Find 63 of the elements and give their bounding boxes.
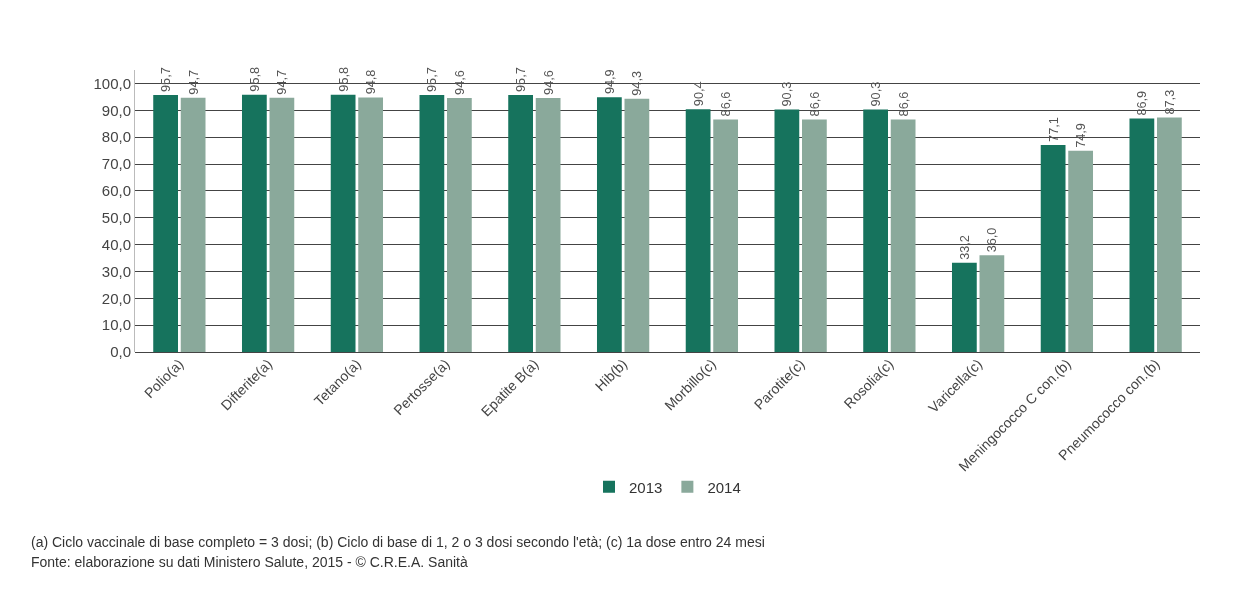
- bar: [419, 94, 445, 352]
- data-label: 94,6: [540, 70, 556, 95]
- bar: [624, 98, 650, 352]
- data-label: 77,1: [1045, 117, 1061, 142]
- bar: [685, 109, 711, 352]
- bar: [535, 97, 561, 352]
- y-tick-label: 50,0: [101, 208, 131, 226]
- data-label: 95,8: [246, 66, 262, 92]
- bar: [269, 97, 295, 352]
- data-label: 36,0: [984, 227, 1000, 253]
- bar: [802, 119, 827, 352]
- y-tick-label: 90,0: [101, 101, 131, 119]
- y-tick-label: 10,0: [101, 316, 131, 334]
- bar: [358, 97, 384, 352]
- y-tick-label: 40,0: [101, 235, 131, 253]
- y-tick-label: 60,0: [101, 182, 131, 200]
- data-label: 94,7: [185, 69, 201, 95]
- bar: [951, 262, 977, 352]
- bar: [713, 119, 739, 352]
- bar: [1040, 144, 1066, 352]
- y-tick-label: 20,0: [101, 289, 131, 307]
- data-label: 95,7: [424, 67, 440, 92]
- text: (a) Ciclo vaccinale di base completo = 3 dosi; (b) Ciclo di base di 1, 2 o 3 dosi secondo l'età; (c) 1a dose entro 24 mesi: [31, 534, 765, 550]
- data-label: 86,6: [718, 91, 734, 117]
- bar: [863, 109, 888, 352]
- bar: [596, 97, 622, 352]
- y-tick-label: 80,0: [101, 128, 131, 146]
- data-label: 95,8: [335, 66, 351, 92]
- source-note: Fonte: elaborazione su dati Ministero Salute, 2015 - © C.R.E.A. Sanità: [31, 554, 468, 570]
- bar: [890, 119, 916, 352]
- data-label: 94,7: [274, 69, 290, 95]
- data-label: 86,9: [1134, 90, 1150, 116]
- data-label: 94,8: [363, 69, 379, 95]
- data-label: 86,6: [806, 91, 822, 117]
- bar: [1157, 117, 1182, 352]
- data-label: 90,3: [779, 81, 795, 107]
- data-label: 94,9: [601, 69, 617, 95]
- data-label: 90,4: [690, 81, 706, 107]
- bar: [979, 255, 1005, 352]
- y-tick-label: 30,0: [101, 262, 131, 280]
- data-label: 87,3: [1161, 89, 1177, 115]
- data-label: 95,7: [513, 67, 529, 92]
- data-label: 94,3: [629, 70, 645, 96]
- bar: [447, 97, 472, 352]
- data-label: 94,6: [451, 70, 467, 95]
- bar: [153, 94, 178, 352]
- bar: [330, 94, 356, 352]
- y-tick-label: 0,0: [110, 343, 131, 361]
- bar: [241, 94, 267, 352]
- data-label: 95,7: [158, 67, 174, 92]
- y-tick-label: 70,0: [101, 155, 131, 173]
- bar: [1129, 118, 1155, 352]
- data-label: 90,3: [868, 81, 884, 107]
- bar: [180, 97, 206, 352]
- data-label: 86,6: [895, 91, 911, 117]
- bar: [1068, 150, 1094, 352]
- bar: [774, 109, 800, 352]
- bar: [508, 94, 533, 352]
- data-label: 33,2: [956, 235, 972, 260]
- data-label: 74,9: [1073, 123, 1089, 148]
- legend-label: 2014: [707, 478, 741, 496]
- y-tick-label: 100,0: [93, 74, 131, 92]
- legend-label: 2013: [629, 478, 663, 496]
